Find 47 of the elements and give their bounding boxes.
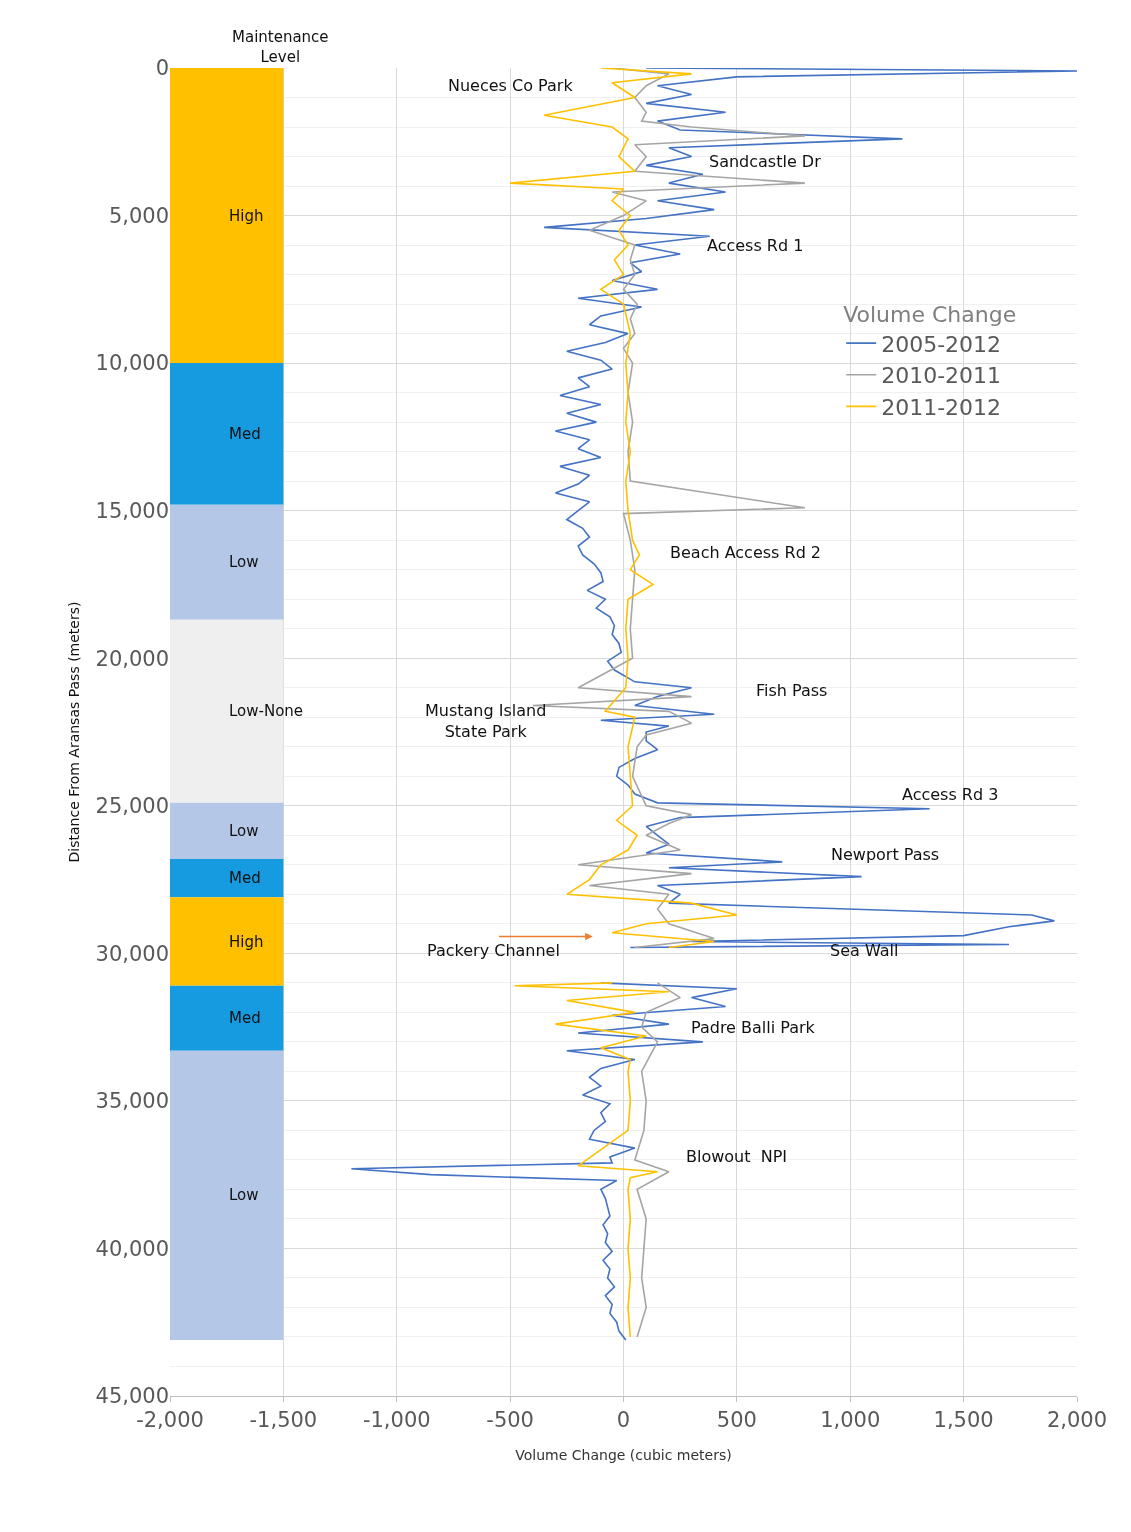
legend-label: 2005-2012: [881, 331, 1002, 357]
annotation: Padre Balli Park: [691, 1018, 816, 1037]
x-axis-title: Volume Change (cubic meters): [515, 1446, 732, 1463]
x-tick-label: -2,000: [136, 1408, 204, 1433]
band-label: Low: [229, 822, 259, 840]
y-tick-label: 45,000: [95, 1384, 169, 1409]
band-label: Med: [229, 1009, 261, 1027]
y-tick-label: 0: [155, 56, 169, 81]
band-label: High: [229, 933, 264, 951]
band-label: High: [229, 207, 264, 225]
x-tick-label: 2,000: [1046, 1408, 1108, 1433]
band-label: Med: [229, 425, 261, 443]
annotation: Fish Pass: [756, 681, 828, 700]
legend-label: 2010-2011: [881, 363, 1002, 389]
x-tick-label: 1,000: [820, 1408, 881, 1433]
x-tick-label: 0: [616, 1408, 631, 1433]
x-tick-label: 1,500: [933, 1408, 994, 1433]
annotation: Access Rd 3: [902, 785, 999, 804]
legend-title: Volume Change: [843, 302, 1017, 328]
annotation: Beach Access Rd 2: [670, 543, 822, 562]
text: Maintenance Level: [232, 28, 329, 66]
annotation: Blowout NPI: [686, 1147, 788, 1166]
y-tick-label: 10,000: [95, 351, 169, 376]
y-tick-label: 30,000: [95, 941, 169, 966]
y-axis-title: Distance From Aransas Pass (meters): [66, 601, 83, 863]
band-label: Low-None: [229, 702, 304, 720]
y-tick-label: 20,000: [95, 646, 169, 671]
x-tick-label: 500: [716, 1408, 757, 1433]
annotation: Newport Pass: [831, 845, 940, 864]
annotation: Sandcastle Dr: [709, 152, 822, 171]
y-tick-label: 15,000: [95, 499, 169, 524]
annotation: Packery Channel: [427, 941, 560, 960]
annotation: Mustang Island State Park: [425, 701, 547, 741]
y-tick-label: 40,000: [95, 1236, 169, 1261]
band-label: Low: [229, 553, 259, 571]
band-label: Low: [229, 1186, 259, 1204]
y-tick-label: 5,000: [108, 203, 169, 228]
band-label: Med: [229, 869, 261, 887]
x-tick-label: -1,000: [362, 1408, 431, 1433]
legend-label: 2011-2012: [881, 394, 1002, 420]
x-tick-label: -1,500: [249, 1408, 318, 1433]
y-tick-label: 35,000: [95, 1089, 169, 1114]
y-tick-label: 25,000: [95, 794, 169, 819]
annotation: Nueces Co Park: [448, 76, 574, 95]
x-tick-label: -500: [486, 1408, 534, 1433]
annotation: Access Rd 1: [707, 236, 804, 255]
annotation: Sea Wall: [830, 941, 899, 960]
